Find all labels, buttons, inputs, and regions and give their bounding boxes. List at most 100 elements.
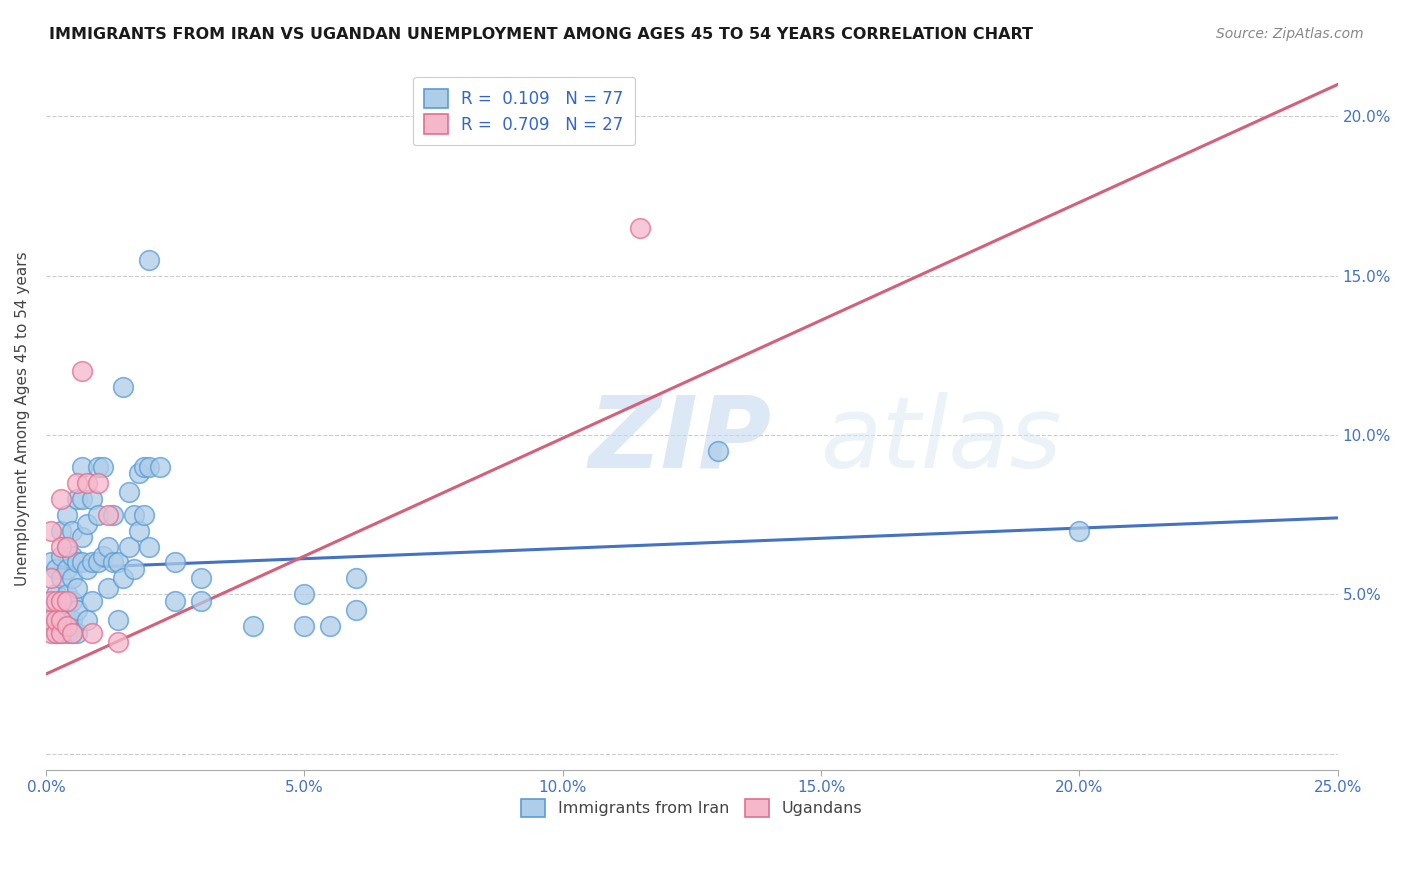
Point — [292, 619, 315, 633]
Point — [60, 613, 83, 627]
Point — [97, 540, 120, 554]
Point — [39, 593, 62, 607]
Point — [242, 619, 264, 633]
Point — [107, 613, 129, 627]
Point — [76, 517, 98, 532]
Point — [86, 459, 108, 474]
Point — [70, 530, 93, 544]
Point — [66, 603, 89, 617]
Point — [51, 549, 73, 563]
Point — [134, 459, 156, 474]
Point — [190, 571, 212, 585]
Point — [51, 625, 73, 640]
Point — [344, 603, 367, 617]
Point — [97, 508, 120, 522]
Point — [70, 556, 93, 570]
Point — [706, 444, 728, 458]
Point — [319, 619, 342, 633]
Legend: Immigrants from Iran, Ugandans: Immigrants from Iran, Ugandans — [513, 791, 870, 825]
Point — [138, 540, 160, 554]
Point — [86, 508, 108, 522]
Point — [107, 635, 129, 649]
Point — [55, 619, 77, 633]
Point — [66, 475, 89, 490]
Point — [101, 556, 124, 570]
Point — [51, 613, 73, 627]
Point — [55, 613, 77, 627]
Point — [55, 540, 77, 554]
Point — [45, 613, 67, 627]
Point — [51, 524, 73, 538]
Point — [107, 556, 129, 570]
Point — [76, 613, 98, 627]
Point — [39, 603, 62, 617]
Point — [138, 459, 160, 474]
Point — [76, 475, 98, 490]
Point — [82, 556, 104, 570]
Text: atlas: atlas — [821, 392, 1063, 489]
Point — [51, 593, 73, 607]
Point — [112, 380, 135, 394]
Point — [55, 562, 77, 576]
Point — [190, 593, 212, 607]
Point — [165, 593, 187, 607]
Point — [45, 587, 67, 601]
Point — [122, 562, 145, 576]
Point — [138, 252, 160, 267]
Point — [51, 593, 73, 607]
Point — [292, 587, 315, 601]
Point — [60, 549, 83, 563]
Point — [51, 491, 73, 506]
Point — [66, 491, 89, 506]
Point — [128, 524, 150, 538]
Point — [117, 485, 139, 500]
Point — [39, 619, 62, 633]
Point — [628, 220, 651, 235]
Point — [51, 613, 73, 627]
Point — [45, 613, 67, 627]
Point — [51, 625, 73, 640]
Point — [76, 562, 98, 576]
Point — [55, 587, 77, 601]
Point — [55, 508, 77, 522]
Point — [45, 625, 67, 640]
Point — [112, 571, 135, 585]
Point — [86, 475, 108, 490]
Point — [82, 491, 104, 506]
Point — [70, 364, 93, 378]
Point — [66, 625, 89, 640]
Point — [60, 625, 83, 640]
Point — [39, 571, 62, 585]
Point — [39, 556, 62, 570]
Y-axis label: Unemployment Among Ages 45 to 54 years: Unemployment Among Ages 45 to 54 years — [15, 252, 30, 586]
Point — [344, 571, 367, 585]
Point — [82, 625, 104, 640]
Point — [165, 556, 187, 570]
Point — [66, 556, 89, 570]
Text: Source: ZipAtlas.com: Source: ZipAtlas.com — [1216, 27, 1364, 41]
Point — [70, 459, 93, 474]
Text: IMMIGRANTS FROM IRAN VS UGANDAN UNEMPLOYMENT AMONG AGES 45 TO 54 YEARS CORRELATI: IMMIGRANTS FROM IRAN VS UGANDAN UNEMPLOY… — [49, 27, 1033, 42]
Point — [51, 540, 73, 554]
Point — [60, 571, 83, 585]
Point — [39, 524, 62, 538]
Point — [91, 459, 114, 474]
Point — [70, 491, 93, 506]
Point — [45, 625, 67, 640]
Point — [86, 556, 108, 570]
Point — [51, 571, 73, 585]
Point — [101, 508, 124, 522]
Point — [91, 549, 114, 563]
Point — [45, 562, 67, 576]
Point — [60, 625, 83, 640]
Point — [149, 459, 172, 474]
Point — [55, 540, 77, 554]
Point — [117, 540, 139, 554]
Point — [60, 593, 83, 607]
Point — [39, 613, 62, 627]
Point — [55, 593, 77, 607]
Point — [97, 581, 120, 595]
Point — [45, 593, 67, 607]
Point — [66, 581, 89, 595]
Text: ZIP: ZIP — [589, 392, 772, 489]
